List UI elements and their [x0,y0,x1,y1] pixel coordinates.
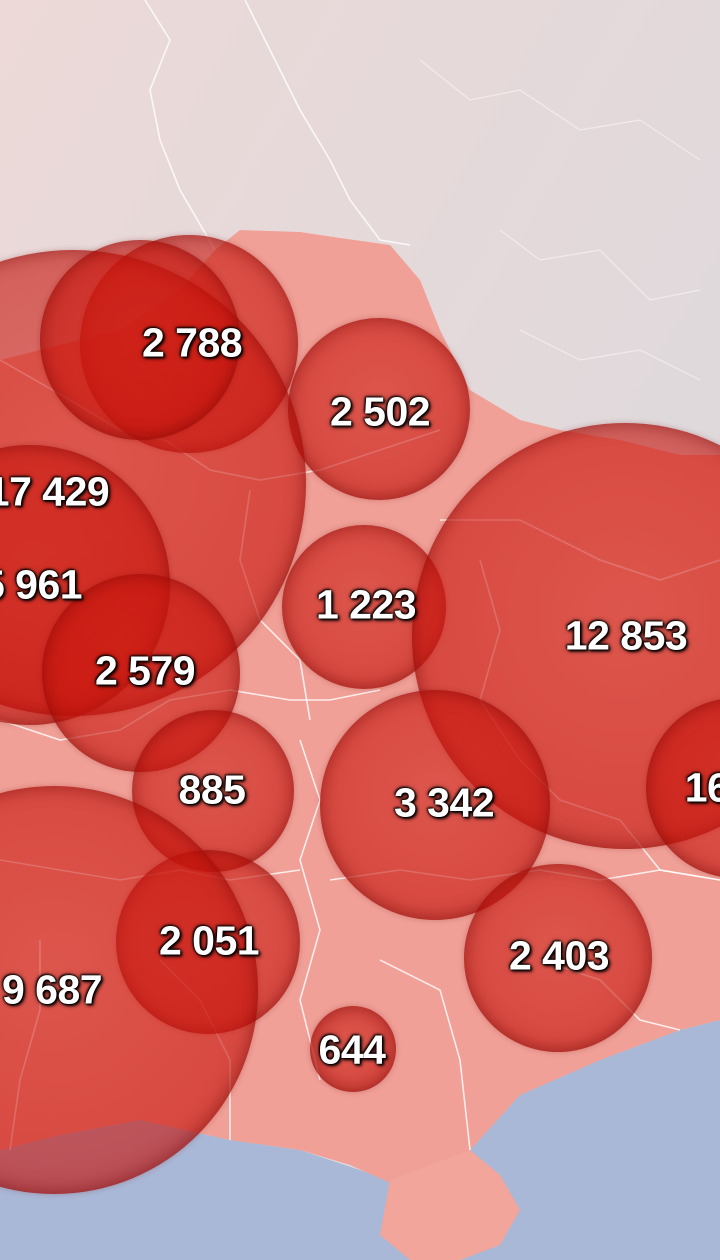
region-bubble [288,318,470,500]
bubble-value-label: 1 223 [315,581,417,628]
bubble-value-label: 5 961 [0,561,83,608]
bubble-value-label: 2 403 [508,932,610,979]
country-border-northeast [244,0,411,246]
region-bubble [40,240,240,440]
bubble-value-label: 2 579 [94,647,196,694]
bubble-value-label: 885 [178,766,246,813]
bubble-value-label: 3 342 [393,779,495,826]
bubble-value-label: 16 [684,764,720,811]
bubble-value-label: 2 788 [141,319,243,366]
region-border-9 [379,959,471,1151]
crimea-area [380,1150,520,1260]
sea-area [0,1020,720,1260]
bubble-value-label: 2 051 [158,917,260,964]
region-border-6 [299,739,321,1081]
region-bubble [310,1006,396,1092]
bubble-value-label: 9 687 [1,966,103,1013]
country-border-north [144,0,216,251]
region-bubble [464,864,652,1052]
bubble-value-label: 644 [318,1026,386,1073]
bubble-value-label: 12 853 [564,612,688,659]
relief-line-2 [499,229,701,301]
bubble-value-label: 17 429 [0,468,110,515]
bubble-value-label: 2 502 [329,388,431,435]
relief-line-1 [419,59,701,161]
relief-line-3 [519,329,701,381]
